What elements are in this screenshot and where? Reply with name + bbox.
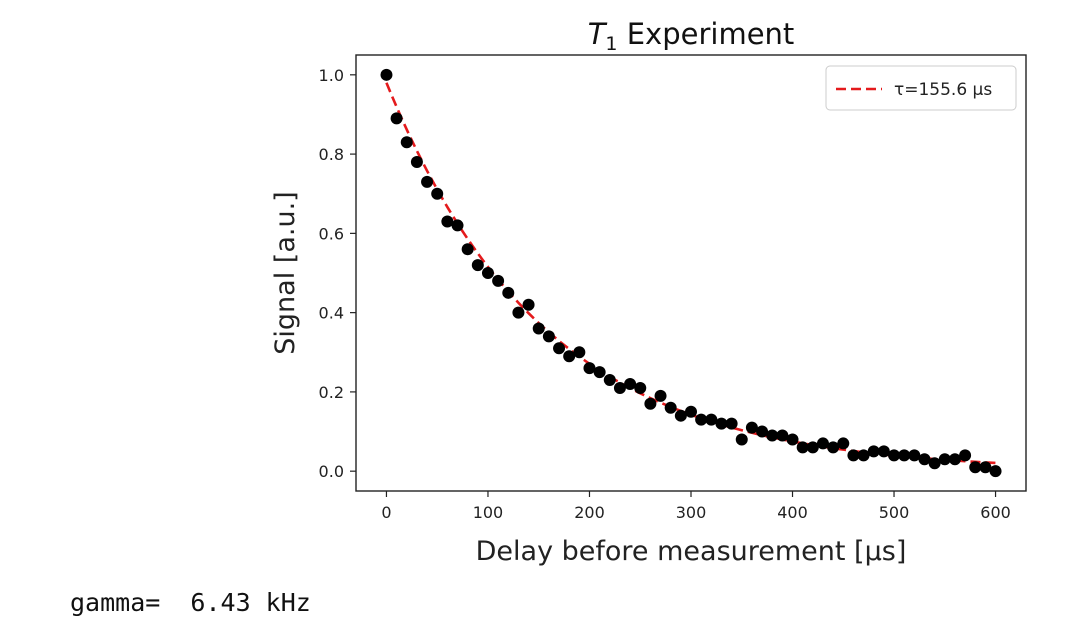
data-point: [613, 381, 626, 394]
data-point: [390, 112, 403, 125]
legend-box: [825, 65, 1017, 111]
x-tick-label: 500: [879, 503, 910, 522]
x-tick-label: 200: [574, 503, 605, 522]
data-point: [624, 377, 637, 390]
data-point: [948, 453, 961, 466]
plot-frame: [355, 54, 1027, 492]
data-point: [553, 342, 566, 355]
y-tick-label: 0.4: [319, 304, 344, 323]
data-point: [563, 350, 576, 363]
x-axis-label: Delay before measurement [μs]: [476, 536, 907, 567]
data-point: [654, 389, 667, 402]
data-point: [959, 449, 972, 462]
data-point: [715, 417, 728, 430]
data-point: [908, 449, 921, 462]
y-tick-label: 0.2: [319, 383, 344, 402]
x-tick-label: 100: [473, 503, 504, 522]
legend: τ=155.6 μs: [825, 65, 1017, 111]
data-point: [989, 465, 1002, 478]
data-point: [857, 449, 870, 462]
data-point: [603, 374, 616, 387]
data-point: [542, 330, 555, 343]
ticks-layer: 0 100 200 300 400 500 600 0.0 0.2 0.4 0.6 0.8 1.0: [319, 66, 1011, 522]
y-axis-label: Signal [a.u.]: [270, 191, 301, 354]
data-point: [938, 453, 951, 466]
data-point: [806, 441, 819, 454]
data-point: [969, 461, 982, 474]
chart-title-subscript: 1: [605, 33, 617, 55]
y-tick-label: 0.6: [319, 224, 344, 243]
data-point: [664, 401, 677, 414]
data-point: [532, 322, 545, 335]
data-point: [502, 286, 515, 299]
data-point: [786, 433, 799, 446]
data-point: [796, 441, 809, 454]
data-point: [847, 449, 860, 462]
data-point: [898, 449, 911, 462]
data-point: [431, 187, 444, 200]
data-point: [776, 429, 789, 442]
data-point: [492, 274, 505, 287]
data-point: [725, 417, 738, 430]
data-point: [877, 445, 890, 458]
data-point: [522, 298, 535, 311]
data-point: [441, 215, 454, 228]
points-layer: [380, 68, 1002, 478]
y-tick-label: 1.0: [319, 66, 344, 85]
data-point: [695, 413, 708, 426]
data-point: [380, 68, 393, 81]
gamma-output: gamma= 6.43 kHz: [70, 588, 311, 617]
x-tick-label: 400: [777, 503, 808, 522]
legend-fit-label: τ=155.6 μs: [894, 80, 992, 100]
t1-chart: T1 Experiment 0 100 200 300 400 500 6000.00.20…: [270, 17, 1027, 567]
data-point: [705, 413, 718, 426]
chart-title-main: T: [588, 17, 608, 51]
data-point: [685, 405, 697, 418]
data-point: [888, 449, 901, 462]
data-point: [573, 346, 586, 359]
x-tick-label: 600: [980, 503, 1011, 522]
data-point: [461, 243, 474, 256]
data-point: [735, 433, 748, 446]
data-point: [867, 445, 880, 458]
y-tick-label: 0.0: [319, 462, 344, 481]
data-point: [583, 362, 596, 375]
data-point: [644, 397, 657, 410]
data-point: [745, 421, 758, 434]
data-point: [400, 136, 413, 149]
data-point: [918, 453, 931, 466]
data-point: [593, 366, 606, 379]
data-point: [451, 219, 464, 232]
data-point: [481, 267, 494, 279]
data-point: [410, 156, 423, 169]
data-point: [512, 306, 525, 319]
data-point: [674, 409, 687, 422]
chart-title-rest: Experiment: [618, 17, 795, 51]
chart-title: T1 Experiment: [588, 17, 795, 55]
data-point: [827, 441, 840, 454]
data-point: [979, 461, 992, 474]
data-point: [816, 437, 829, 450]
data-point: [837, 437, 850, 450]
x-tick-label: 0: [381, 503, 391, 522]
data-point: [756, 425, 769, 438]
data-point: [421, 175, 434, 188]
data-point: [766, 429, 779, 442]
x-tick-label: 300: [676, 503, 707, 522]
data-point: [634, 381, 647, 394]
y-tick-label: 0.8: [319, 145, 344, 164]
data-point: [471, 259, 484, 272]
data-point: [928, 457, 941, 470]
